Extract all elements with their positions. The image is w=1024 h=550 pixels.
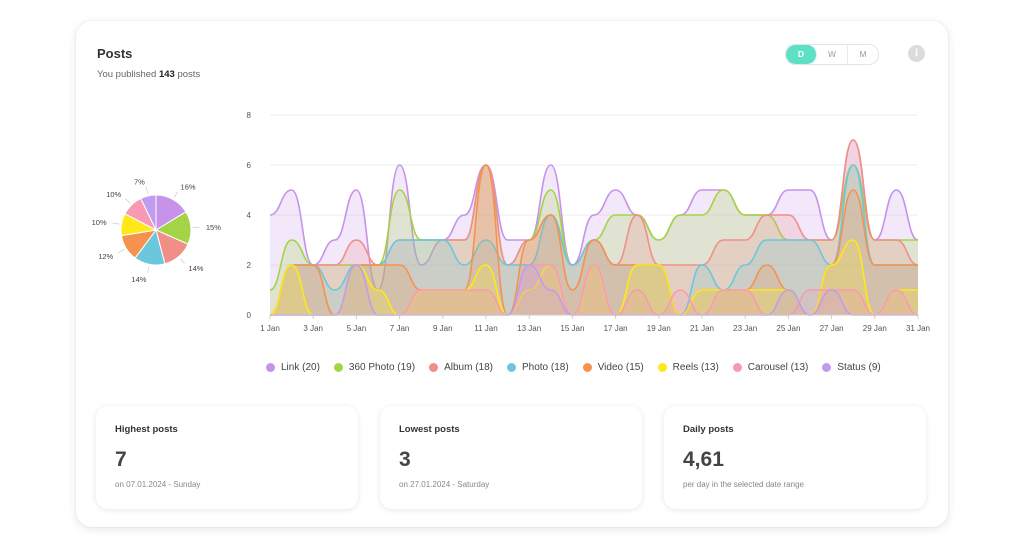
legend-dot bbox=[266, 363, 275, 372]
x-tick-label: 11 Jan bbox=[474, 324, 497, 333]
toggle-month[interactable]: M bbox=[859, 49, 867, 59]
posts-card: Posts You published 143 posts D W M i 16… bbox=[76, 21, 948, 527]
pie-leader-line bbox=[147, 266, 150, 274]
pie-label-1: 15% bbox=[206, 223, 221, 232]
legend-dot bbox=[582, 363, 592, 372]
x-tick-label: 29 Jan bbox=[863, 324, 887, 333]
info-icon[interactable]: i bbox=[908, 45, 925, 62]
stat-highest-posts: Highest posts 7 on 07.01.2024 - Sunday bbox=[96, 406, 358, 509]
subtitle-prefix: You published bbox=[97, 69, 157, 80]
pie-label-4: 12% bbox=[98, 252, 113, 261]
legend-item-4[interactable]: Video (15) bbox=[582, 362, 644, 373]
x-tick-label: 27 Jan bbox=[820, 324, 844, 333]
pie-label-6: 10% bbox=[106, 190, 121, 199]
card-title: Posts bbox=[97, 46, 133, 61]
stat-label: Lowest posts bbox=[399, 424, 460, 435]
stat-value: 7 bbox=[115, 448, 127, 471]
legend-dot bbox=[657, 363, 667, 372]
x-tick-label: 15 Jan bbox=[560, 324, 584, 333]
y-tick-label: 8 bbox=[247, 111, 252, 120]
x-tick-label: 31 Jan bbox=[906, 324, 930, 333]
stat-daily-posts: Daily posts 4,61 per day in the selected… bbox=[664, 406, 926, 509]
range-toggle: D W M bbox=[785, 44, 879, 65]
area-chart: 0 2 4 6 8 1 Jan 3 Jan 5 Jan 7 Jan 9 Jan 11 Jan 13 J… bbox=[247, 111, 930, 333]
x-tick-label: 1 Jan bbox=[260, 324, 280, 333]
legend-label: Reels (13) bbox=[672, 362, 719, 373]
legend-label: Video (15) bbox=[597, 362, 644, 373]
legend-item-2[interactable]: Album (18) bbox=[429, 362, 493, 373]
pie-leader-line bbox=[112, 222, 120, 225]
stat-sub: on 27.01.2024 - Saturday bbox=[399, 480, 490, 489]
legend-dot bbox=[732, 363, 742, 372]
legend-item-5[interactable]: Reels (13) bbox=[657, 362, 719, 373]
legend-label: Carousel (13) bbox=[747, 362, 809, 373]
y-tick-label: 0 bbox=[247, 311, 252, 320]
stat-label: Daily posts bbox=[683, 424, 734, 435]
legend-dot bbox=[333, 363, 343, 372]
legend-item-1[interactable]: 360 Photo (19) bbox=[333, 362, 416, 373]
x-tick-label: 25 Jan bbox=[776, 324, 800, 333]
legend-label: Link (20) bbox=[281, 362, 320, 373]
stat-sub: per day in the selected date range bbox=[683, 480, 804, 489]
area-fill-2 bbox=[270, 140, 918, 315]
subtitle-count: 143 bbox=[158, 69, 175, 80]
area-fill-0 bbox=[270, 140, 918, 315]
legend-label: Photo (18) bbox=[521, 362, 569, 373]
y-tick-label: 6 bbox=[247, 161, 252, 170]
chart-legend: Link (20) 360 Photo (19) Album (18) Photo (… bbox=[266, 362, 881, 373]
legend-item-7[interactable]: Status (9) bbox=[822, 362, 881, 373]
legend-label: Album (18) bbox=[444, 362, 493, 373]
legend-item-6[interactable]: Carousel (13) bbox=[732, 362, 809, 373]
toggle-day[interactable]: D bbox=[786, 45, 817, 64]
pie-leader-line bbox=[173, 191, 178, 198]
pie-label-5: 10% bbox=[92, 218, 107, 227]
pie-slice-7[interactable] bbox=[140, 194, 157, 231]
legend-item-3[interactable]: Photo (18) bbox=[506, 362, 569, 373]
pie-leader-line bbox=[125, 198, 131, 204]
pie-leader-line bbox=[145, 187, 149, 195]
pie-label-0: 16% bbox=[181, 182, 196, 191]
x-tick-label: 3 Jan bbox=[303, 324, 323, 333]
pie-label-3: 14% bbox=[131, 275, 146, 284]
stat-value: 4,61 bbox=[683, 448, 724, 471]
legend-label: 360 Photo (19) bbox=[348, 362, 416, 373]
x-tick-label: 9 Jan bbox=[433, 324, 453, 333]
legend-dot bbox=[506, 363, 516, 372]
x-tick-label: 7 Jan bbox=[390, 324, 410, 333]
toggle-week[interactable]: W bbox=[817, 45, 848, 64]
x-tick-label: 5 Jan bbox=[347, 324, 367, 333]
x-tick-label: 19 Jan bbox=[647, 324, 671, 333]
pie-leader-line bbox=[118, 248, 125, 254]
y-tick-label: 4 bbox=[247, 211, 252, 220]
pie-label-2: 14% bbox=[188, 264, 203, 273]
card-subtitle: You published 143 posts bbox=[97, 69, 200, 80]
pie-label-7: 7% bbox=[134, 177, 145, 186]
x-tick-label: 21 Jan bbox=[690, 324, 714, 333]
legend-label: Status (9) bbox=[837, 362, 881, 373]
subtitle-suffix: posts bbox=[177, 69, 201, 80]
area-fill-5 bbox=[270, 240, 918, 315]
pie-chart: 16% 15% 14% 14% 12% 10% 10% 7% bbox=[92, 177, 222, 284]
x-tick-label: 13 Jan bbox=[517, 324, 541, 333]
stat-value: 3 bbox=[399, 448, 411, 471]
y-tick-label: 2 bbox=[247, 261, 252, 270]
legend-dot bbox=[429, 363, 439, 372]
stat-sub: on 07.01.2024 - Sunday bbox=[115, 480, 201, 489]
stat-label: Highest posts bbox=[115, 424, 178, 435]
x-tick-label: 23 Jan bbox=[733, 324, 757, 333]
pie-leader-line bbox=[179, 257, 185, 264]
stat-lowest-posts: Lowest posts 3 on 27.01.2024 - Saturday bbox=[380, 406, 642, 509]
legend-item-0[interactable]: Link (20) bbox=[266, 362, 320, 373]
x-tick-label: 17 Jan bbox=[604, 324, 628, 333]
legend-dot bbox=[822, 363, 832, 372]
